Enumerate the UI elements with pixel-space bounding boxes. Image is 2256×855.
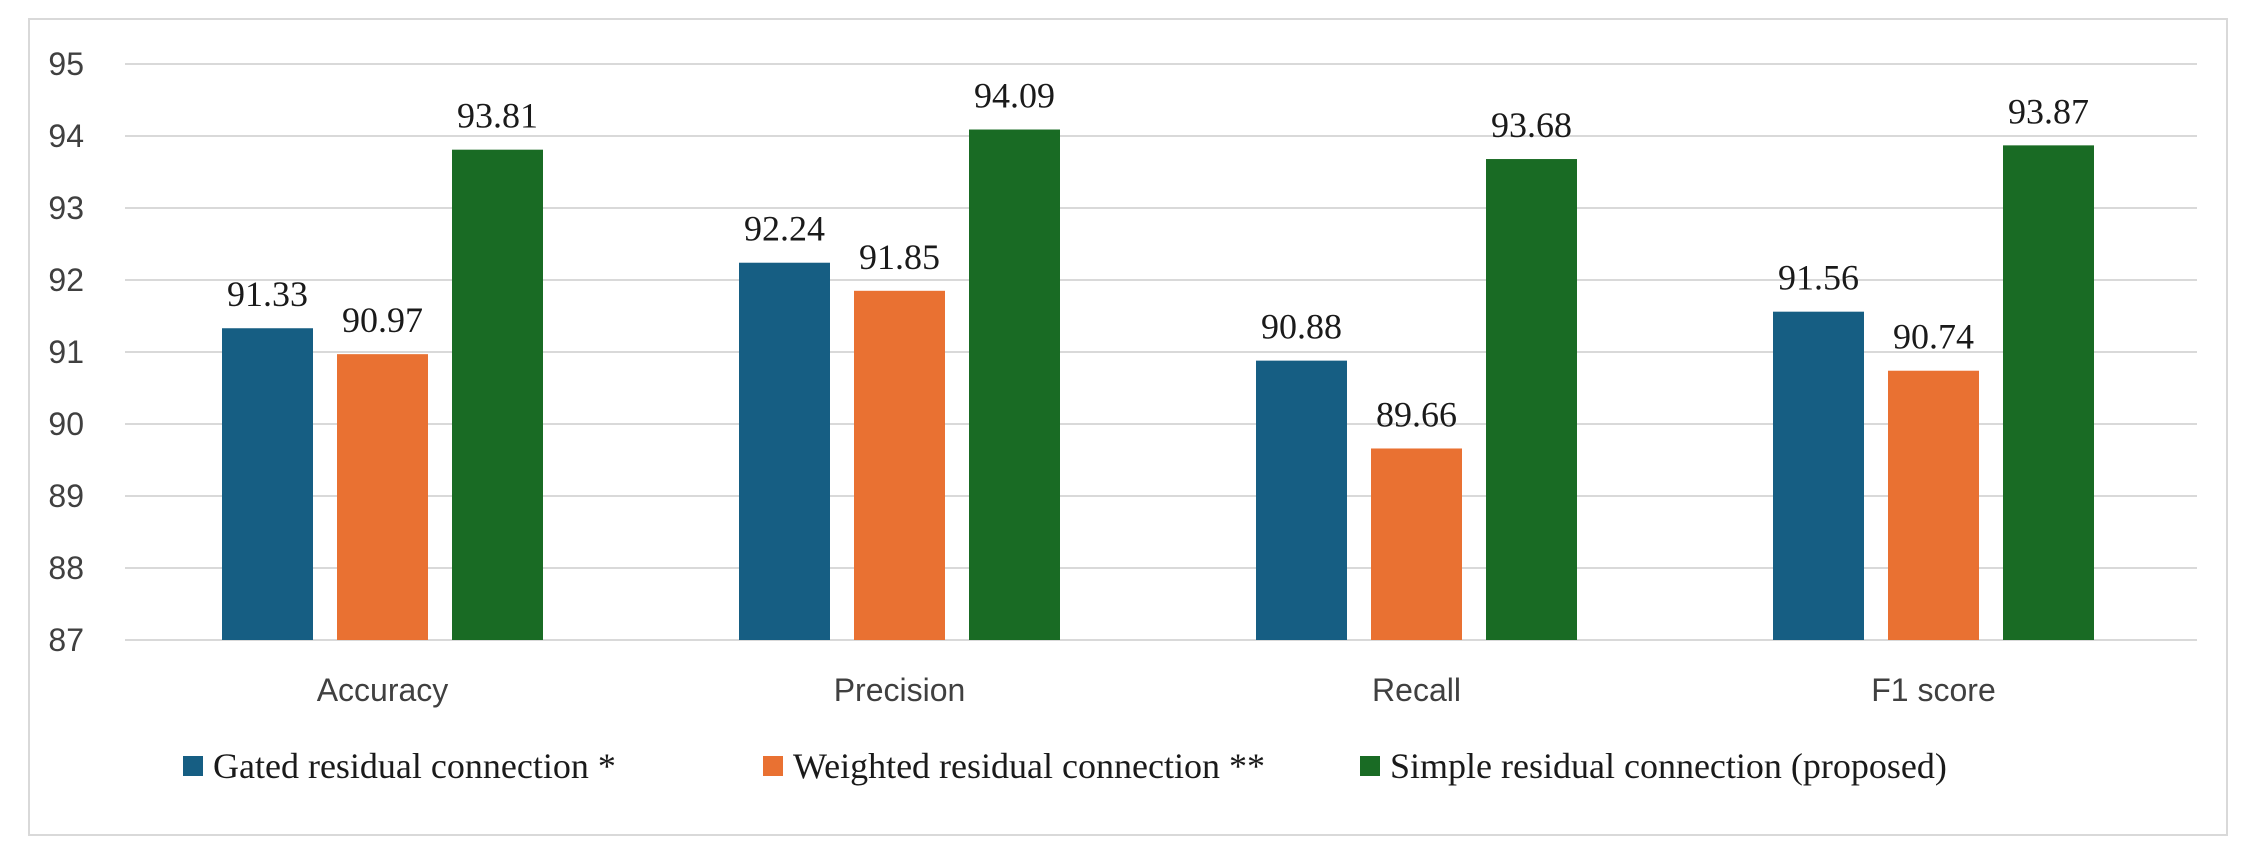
legend-entry-label: Simple residual connection (proposed) <box>1390 746 1947 786</box>
data-label: 92.24 <box>744 209 825 249</box>
data-label: 90.97 <box>342 300 423 340</box>
y-tick-label: 93 <box>48 190 84 226</box>
legend-swatch <box>763 756 783 776</box>
y-tick-label: 87 <box>48 622 84 658</box>
legend-swatch <box>1360 756 1380 776</box>
bar-recall-series-3 <box>1486 159 1577 641</box>
y-tick-label: 91 <box>48 334 84 370</box>
y-tick-label: 94 <box>48 118 84 154</box>
bar-accuracy-series-1 <box>222 328 313 640</box>
data-label: 90.74 <box>1893 317 1974 357</box>
bar-precision-series-2 <box>854 290 945 640</box>
data-label: 91.33 <box>227 274 308 314</box>
y-tick-label: 88 <box>48 550 84 586</box>
y-tick-label: 89 <box>48 478 84 514</box>
legend-swatch <box>183 756 203 776</box>
bar-precision-series-1 <box>739 262 830 640</box>
x-category-label: Accuracy <box>317 672 449 708</box>
bar-accuracy-series-3 <box>452 149 543 640</box>
bars <box>222 129 2094 641</box>
y-tick-label: 92 <box>48 262 84 298</box>
y-tick-label: 95 <box>48 46 84 82</box>
data-label: 93.81 <box>457 96 538 136</box>
data-label: 94.09 <box>974 76 1055 116</box>
x-axis-category-labels: Accuracy Precision Recall F1 score <box>317 672 1996 708</box>
bar-recall-series-1 <box>1256 360 1347 640</box>
gridlines <box>125 63 2197 641</box>
y-axis-tick-labels: 87 88 89 90 91 92 93 94 95 <box>48 46 84 658</box>
legend: Gated residual connection * Weighted resi… <box>183 746 1947 786</box>
x-category-label: F1 score <box>1871 672 1995 708</box>
legend-entry-label: Gated residual connection * <box>213 746 616 786</box>
bar-accuracy-series-2 <box>337 354 428 640</box>
data-label: 91.56 <box>1778 258 1859 298</box>
bar-precision-series-3 <box>969 129 1060 640</box>
data-label: 89.66 <box>1376 394 1457 434</box>
data-label: 90.88 <box>1261 307 1342 347</box>
data-labels: 91.33 92.24 90.88 91.56 90.97 91.85 89.66 90.74… <box>227 76 2089 435</box>
bar-f1-score-series-2 <box>1888 370 1979 640</box>
data-label: 93.68 <box>1491 105 1572 145</box>
legend-entry-label: Weighted residual connection ** <box>793 746 1265 786</box>
data-label: 91.85 <box>859 237 940 277</box>
bar-f1-score-series-3 <box>2003 145 2094 641</box>
x-category-label: Precision <box>834 672 966 708</box>
y-tick-label: 90 <box>48 406 84 442</box>
bar-f1-score-series-1 <box>1773 311 1864 640</box>
bar-recall-series-2 <box>1371 448 1462 640</box>
x-category-label: Recall <box>1372 672 1461 708</box>
data-label: 93.87 <box>2008 91 2089 131</box>
